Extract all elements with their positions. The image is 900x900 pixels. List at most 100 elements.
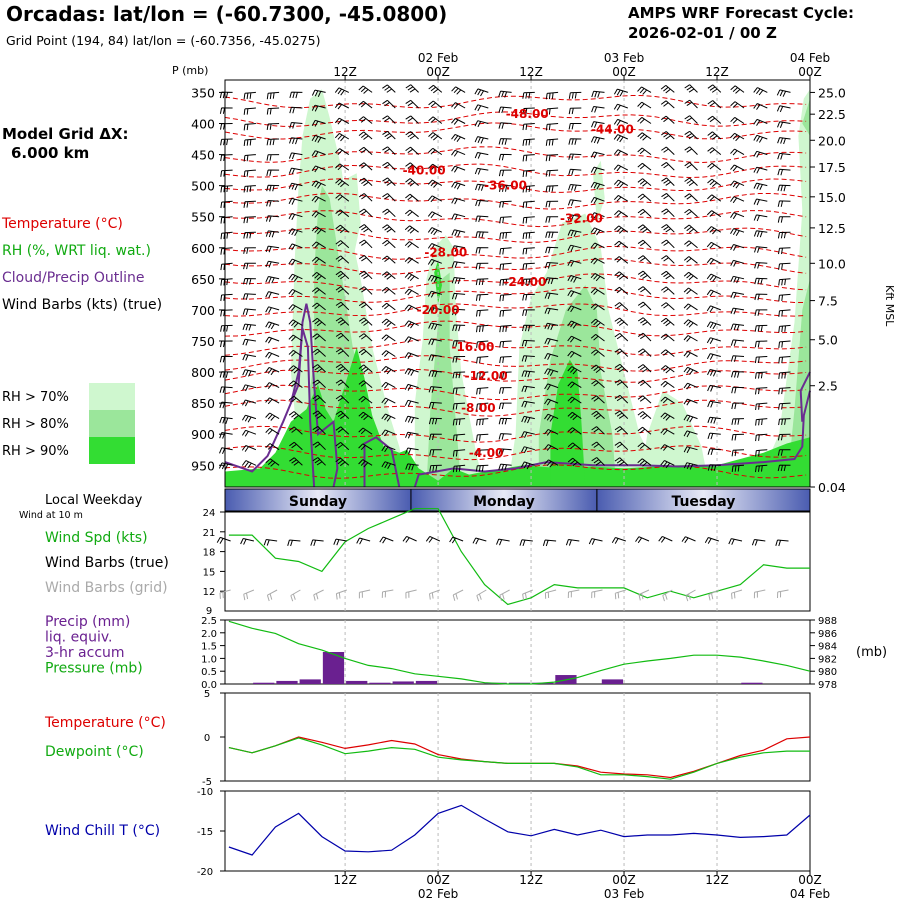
wind-barb (265, 427, 280, 435)
wind-barb (381, 445, 396, 453)
legend-rh: RH (%, WRT liq. wat.) (2, 243, 151, 259)
wind-barb (381, 334, 396, 342)
legend-wind: Wind Barbs (kts) (true) (2, 297, 163, 313)
wind-barb (755, 449, 768, 457)
wind-barb (476, 387, 489, 395)
weekday-title: Local Weekday (45, 493, 143, 508)
wind-barb (661, 224, 675, 233)
isotherm-line (224, 146, 807, 164)
bottom-time-label: 00Z (798, 873, 822, 887)
wind-barb (754, 246, 768, 253)
wind-legend-label: Wind Barbs (grid) (45, 580, 168, 596)
wind-barb (567, 214, 582, 222)
wind-legend-label: Wind Barbs (true) (45, 555, 169, 571)
wind-barb (312, 317, 326, 327)
wind-barb (730, 164, 745, 172)
wind-barb (778, 371, 791, 379)
rh-legend-swatch (89, 383, 135, 410)
wind-barb (451, 102, 466, 109)
wind-barb (707, 115, 722, 124)
wind-barb (312, 348, 326, 357)
wind-barb (544, 307, 559, 315)
isotherm-label: -40.00 (403, 164, 446, 178)
wind-barb (359, 270, 373, 280)
wind-barb (451, 165, 466, 173)
wind-barb (476, 371, 489, 380)
wind-barb (335, 178, 350, 188)
pressure-axis-title: P (mb) (172, 64, 208, 77)
wind-barb (475, 247, 489, 254)
wind-barb (290, 589, 301, 602)
wind-barb (288, 197, 303, 205)
station-title: Orcadas: lat/lon = (-60.7300, -45.0800) (6, 2, 447, 26)
wind-barb (707, 147, 722, 155)
wind-barb (637, 116, 652, 124)
wind-barb (405, 589, 417, 599)
wind-barb (590, 136, 605, 144)
wind-barb (475, 183, 489, 191)
wind-barb (382, 193, 396, 202)
wind-barb (288, 319, 303, 328)
wind-barb (311, 104, 326, 112)
temp-tick-label: 0 (204, 733, 210, 744)
wind-barb (590, 196, 605, 204)
cloud-outline-core (289, 328, 316, 488)
isotherm-line (224, 384, 807, 401)
wind-barb (358, 333, 373, 342)
wind-barb (498, 90, 512, 98)
wind-barb (522, 309, 535, 316)
wind-barb (755, 402, 768, 411)
height-tick-label: 17.5 (818, 160, 846, 175)
wind-barb (661, 131, 675, 140)
wind-barb (730, 275, 745, 284)
precip-bar (508, 682, 531, 684)
wind-barb (661, 255, 675, 264)
precip-tick-label: 0.0 (201, 680, 217, 691)
wind-barb (683, 319, 698, 328)
wind-barb (611, 537, 626, 544)
wind-barb (335, 224, 350, 234)
wind-barb (522, 216, 535, 224)
wind-barb (567, 381, 582, 389)
wind-barb (777, 464, 791, 472)
wind-barb (288, 167, 303, 175)
wind-barb (637, 317, 652, 326)
wind-barb (359, 286, 373, 295)
wind-barb (358, 301, 373, 311)
wind-barb (289, 457, 303, 466)
wind-barb (706, 241, 722, 249)
wind-barb (476, 402, 489, 411)
wind-barb (777, 589, 789, 599)
wind-barb (475, 199, 489, 207)
wind-barb (427, 211, 443, 219)
wind-barb (265, 351, 280, 359)
wind-height-label: Wind at 10 m (19, 510, 83, 521)
wind-barb (265, 397, 280, 405)
wind-barb (242, 369, 257, 377)
wind-barb (265, 245, 280, 253)
wind-barb (499, 324, 512, 333)
wind-barb (707, 369, 721, 377)
wind-barb (590, 334, 605, 342)
wind-barb (288, 365, 303, 374)
rh-region-8 (426, 272, 462, 487)
wind-barb (778, 402, 791, 410)
wind-tick-label: 21 (203, 528, 216, 539)
wind-barb (730, 85, 745, 94)
wind-barb (452, 308, 466, 316)
wind-barb (498, 169, 512, 177)
wind-barb (522, 154, 535, 162)
wind-barb (404, 241, 419, 249)
wind-barb (707, 194, 722, 202)
wind-barb (754, 262, 768, 269)
wind-barb (544, 322, 559, 331)
wind-barb (498, 402, 512, 410)
wind-barb (452, 589, 464, 601)
wind-barb (567, 229, 582, 237)
wind-barb (312, 425, 326, 435)
wind-barb (311, 135, 326, 143)
wind-barb (753, 103, 768, 110)
wind-barb (519, 539, 533, 547)
wind-barb (335, 286, 350, 295)
isotherm-label: -28.00 (424, 246, 467, 260)
